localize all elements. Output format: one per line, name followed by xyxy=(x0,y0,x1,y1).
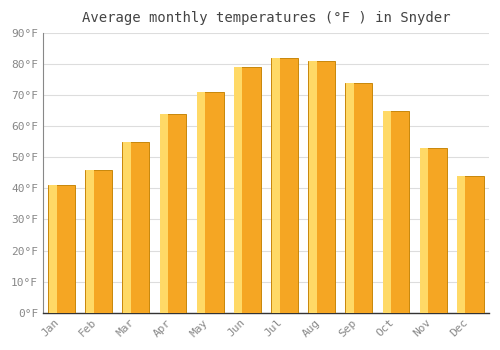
Bar xyxy=(122,142,149,313)
Bar xyxy=(86,170,112,313)
Bar xyxy=(48,186,75,313)
Title: Average monthly temperatures (°F ) in Snyder: Average monthly temperatures (°F ) in Sn… xyxy=(82,11,450,25)
Bar xyxy=(123,142,131,313)
Bar xyxy=(160,114,168,313)
Bar xyxy=(197,92,205,313)
Bar xyxy=(308,61,335,313)
Bar xyxy=(234,67,242,313)
Bar xyxy=(308,61,316,313)
Bar xyxy=(346,83,354,313)
Bar xyxy=(420,148,428,313)
Bar xyxy=(420,148,446,313)
Bar xyxy=(382,111,409,313)
Bar xyxy=(160,114,186,313)
Bar xyxy=(346,83,372,313)
Bar xyxy=(197,92,224,313)
Bar xyxy=(86,170,94,313)
Bar xyxy=(272,58,280,313)
Bar xyxy=(234,67,260,313)
Bar xyxy=(48,186,56,313)
Bar xyxy=(383,111,391,313)
Bar xyxy=(458,176,466,313)
Bar xyxy=(271,58,298,313)
Bar xyxy=(457,176,483,313)
